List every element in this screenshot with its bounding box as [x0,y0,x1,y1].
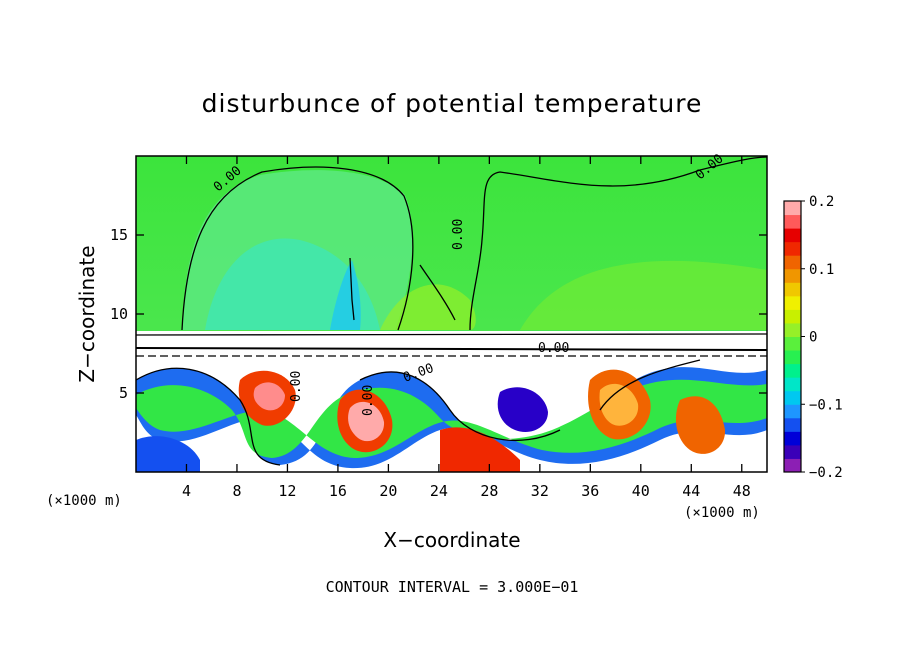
colorbar-swatch [784,241,801,256]
y-tick-label: 15 [110,226,128,244]
colorbar-swatch [784,390,801,405]
colorbar-tick-label: −0.1 [809,397,843,413]
y-tick-label: 10 [110,305,128,323]
x-tick-label: 32 [531,482,549,500]
colorbar-swatch [784,228,801,243]
colorbar-tick-label: 0.2 [809,194,834,210]
colorbar-swatch [784,404,801,419]
contour-label: 0.00 [289,371,304,402]
y-axis: 5 10 15 [110,226,767,402]
colorbar-swatch [784,322,801,337]
x-tick-label: 4 [182,482,191,500]
x-tick-label: 48 [733,482,751,500]
colorbar-swatch [784,350,801,365]
x-tick-label: 8 [232,482,241,500]
colorbar-ticks: 0.2 0.1 0 −0.1 −0.2 [801,194,843,481]
x-axis-label: X−coordinate [383,528,520,552]
x-unit-left: (×1000 m) [46,493,122,509]
colorbar-swatch [784,282,801,297]
contour-interval-note: CONTOUR INTERVAL = 3.000E−01 [326,578,579,596]
colorbar-swatch [784,268,801,283]
chart-title: disturbunce of potential temperature [202,89,703,118]
colorbar-swatch [784,444,801,459]
x-tick-label: 12 [278,482,296,500]
turbulent-green-swirl [136,379,767,458]
y-tick-label: 5 [119,384,128,402]
y-axis-label: Z−coordinate [75,245,99,382]
x-tick-label: 36 [581,482,599,500]
x-unit-right: (×1000 m) [684,505,760,521]
x-tick-label: 16 [329,482,347,500]
x-tick-label: 44 [682,482,700,500]
contour-label: 0.00 [361,385,376,416]
plot-area [136,156,767,472]
yellow-green-region [380,284,476,330]
colorbar-tick-label: −0.2 [809,465,843,481]
colorbar-swatch [784,295,801,310]
colorbar [783,200,802,473]
colorbar-swatch [784,336,801,351]
colorbar-swatch [784,377,801,392]
contour-label: 0.00 [451,219,466,250]
colorbar-swatch [784,363,801,378]
contour-lines [136,156,767,466]
colorbar-swatch [784,458,801,473]
x-tick-label: 24 [430,482,448,500]
colorbar-tick-label: 0 [809,330,817,346]
colorbar-swatch [784,417,801,432]
colorbar-swatch [784,214,801,229]
x-axis: 4 8 12 16 20 24 28 32 36 40 44 48 [182,156,751,500]
colorbar-tick-label: 0.1 [809,262,834,278]
colorbar-swatch [784,255,801,270]
colorbar-swatch [784,309,801,324]
contour-label: 0.00 [538,341,569,356]
colorbar-swatch [784,201,801,216]
colorbar-swatch [784,431,801,446]
x-tick-label: 20 [379,482,397,500]
x-tick-label: 28 [480,482,498,500]
x-tick-label: 40 [632,482,650,500]
